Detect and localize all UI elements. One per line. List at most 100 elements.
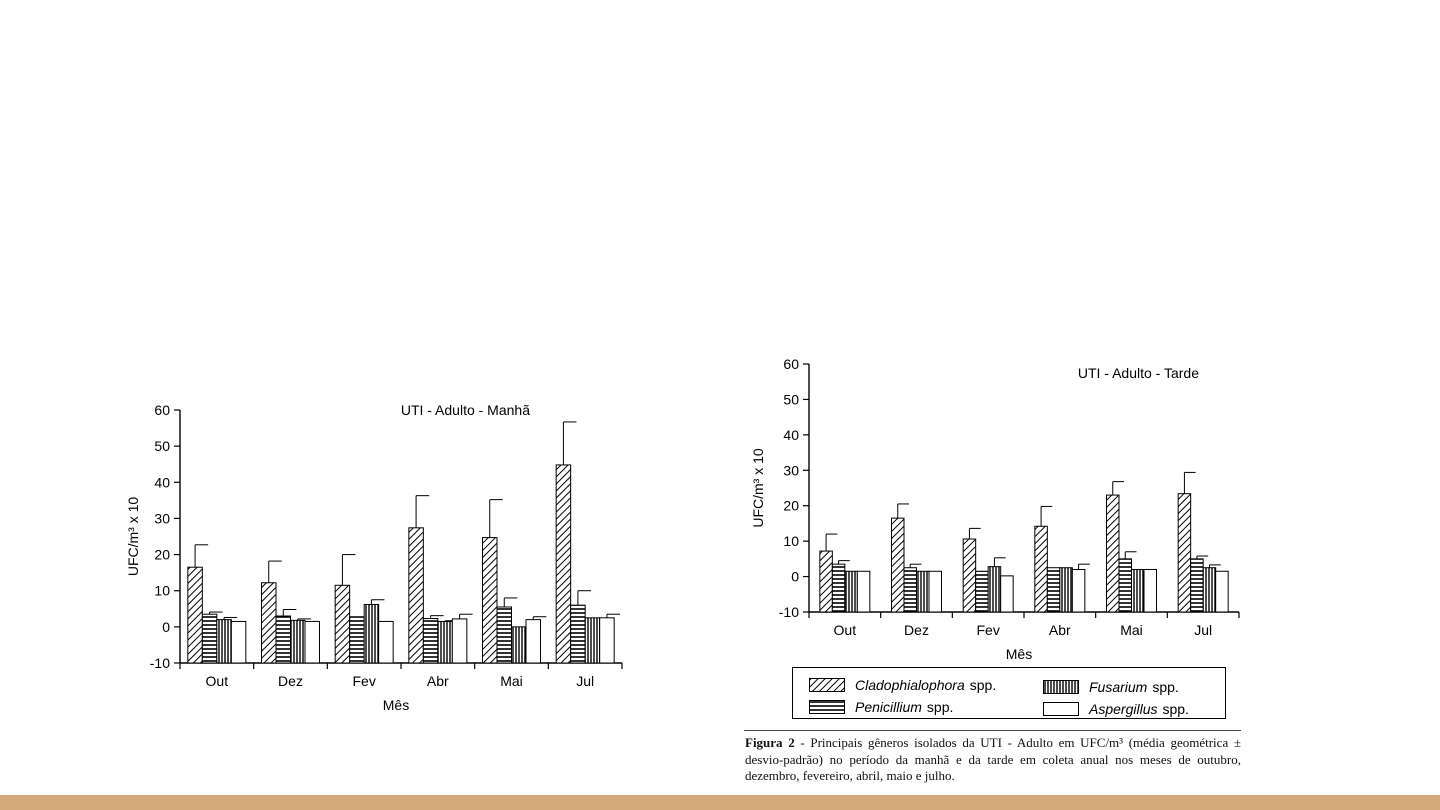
legend-suffix: spp. — [1162, 701, 1189, 717]
bar-vert — [216, 619, 232, 664]
bar-diag — [1034, 525, 1048, 613]
x-axis-label: Mês — [1006, 646, 1032, 660]
legend-label: Penicillium — [855, 699, 922, 715]
x-axis-label: Mês — [383, 697, 409, 713]
legend-label: Aspergillus — [1089, 701, 1158, 717]
y-tick-label: 30 — [783, 462, 799, 478]
bar-horiz — [831, 563, 846, 613]
x-tick-label: Out — [834, 622, 857, 638]
x-tick-label: Abr — [427, 673, 449, 689]
bar-diag — [334, 584, 351, 664]
bar-vert — [1131, 568, 1145, 613]
bar-horiz — [349, 616, 365, 664]
legend-label: Cladophialophora — [855, 677, 965, 693]
legend-swatch-vert — [1043, 680, 1079, 694]
y-tick-label: 10 — [154, 583, 170, 599]
bar-vert — [844, 570, 858, 613]
bar-diag — [1106, 494, 1120, 613]
bar-horiz — [275, 615, 291, 664]
bar-horiz — [496, 606, 512, 664]
legend-label: Fusarium — [1089, 679, 1148, 695]
bar-horiz — [1046, 567, 1061, 613]
bar-diag — [408, 527, 424, 664]
y-tick-label: 30 — [154, 510, 170, 526]
bar-diag — [819, 550, 833, 613]
bar-vert — [987, 566, 1002, 613]
bar-diag — [261, 582, 277, 664]
x-tick-label: Abr — [1049, 622, 1071, 638]
y-tick-label: 10 — [783, 533, 799, 549]
bar-vert — [290, 619, 306, 664]
bar-diag — [891, 517, 905, 613]
y-tick-label: 0 — [791, 569, 799, 585]
bar-none — [856, 570, 871, 613]
y-tick-label: 60 — [783, 356, 799, 372]
caption-label: Figura 2 — [745, 735, 795, 750]
bar-none — [451, 618, 468, 664]
bar-none — [230, 620, 247, 664]
y-tick-label: -10 — [150, 655, 170, 671]
bar-diag — [1177, 493, 1192, 613]
bar-diag — [555, 464, 572, 664]
legend-item-fusarium: Fusarium spp. — [1043, 679, 1179, 695]
bar-none — [1000, 575, 1014, 613]
x-tick-label: Dez — [278, 673, 303, 689]
legend-item-penicillium: Penicillium spp. — [809, 699, 953, 715]
y-tick-label: 20 — [783, 498, 799, 514]
bar-horiz — [422, 618, 439, 664]
bar-diag — [962, 538, 977, 613]
bottom-accent-bar — [0, 795, 1440, 810]
bar-none — [525, 619, 541, 664]
bar-horiz — [1118, 558, 1132, 613]
bar-horiz — [975, 570, 989, 613]
bar-none — [304, 620, 320, 664]
bar-none — [928, 570, 942, 613]
legend-item-cladophialophora: Cladophialophora spp. — [809, 677, 996, 693]
bar-vert — [584, 617, 601, 664]
y-tick-label: 60 — [154, 402, 170, 418]
y-tick-label: 50 — [154, 438, 170, 454]
bar-horiz — [903, 567, 917, 613]
legend-swatch-horiz — [809, 700, 845, 714]
bar-vert — [437, 620, 453, 664]
caption-rule — [744, 730, 1241, 731]
chart-title: UTI - Adulto - Tarde — [1078, 365, 1199, 381]
chart-uti-adulto-manha: -10 0 10 20 30 40 50 60 Out Dez Fev Abr Mai Jul Mês UFC… — [125, 402, 623, 713]
bar-vert — [363, 603, 380, 664]
legend-suffix: spp. — [1152, 679, 1179, 695]
bar-diag — [187, 566, 203, 664]
bar-horiz — [1190, 558, 1204, 613]
bar-none — [599, 617, 615, 664]
caption-text: - Principais gêneros isolados da UTI - A… — [745, 735, 1241, 783]
bar-none — [1143, 568, 1157, 613]
x-tick-label: Fev — [352, 673, 375, 689]
x-tick-label: Out — [206, 673, 229, 689]
y-tick-label: -10 — [779, 604, 799, 620]
legend-suffix: spp. — [926, 699, 954, 715]
bar-diag — [482, 537, 498, 664]
figure-caption: Figura 2 - Principais gêneros isolados d… — [745, 735, 1241, 785]
bar-horiz — [201, 613, 218, 664]
y-axis-label: UFC/m³ x 10 — [750, 448, 766, 528]
x-tick-label: Dez — [904, 622, 929, 638]
bar-vert — [916, 570, 930, 613]
y-axis-label: UFC/m³ x 10 — [125, 497, 141, 577]
x-tick-label: Mai — [1120, 622, 1143, 638]
bar-none — [1215, 570, 1229, 613]
legend-swatch-diag — [809, 678, 845, 692]
x-tick-label: Jul — [1194, 622, 1212, 638]
bar-horiz — [570, 604, 586, 664]
bar-none — [1071, 568, 1086, 613]
y-tick-label: 20 — [154, 547, 170, 563]
y-tick-label: 50 — [783, 391, 799, 407]
bar-vert — [1202, 567, 1217, 613]
y-tick-label: 0 — [162, 619, 170, 635]
x-tick-label: Mai — [500, 673, 523, 689]
bar-none — [378, 620, 394, 664]
chart-title: UTI - Adulto - Manhã — [401, 402, 530, 418]
legend-item-aspergillus: Aspergillus spp. — [1043, 701, 1189, 717]
x-tick-label: Fev — [976, 622, 999, 638]
y-tick-label: 40 — [154, 474, 170, 490]
x-tick-label: Jul — [576, 673, 594, 689]
bar-vert — [511, 626, 527, 664]
